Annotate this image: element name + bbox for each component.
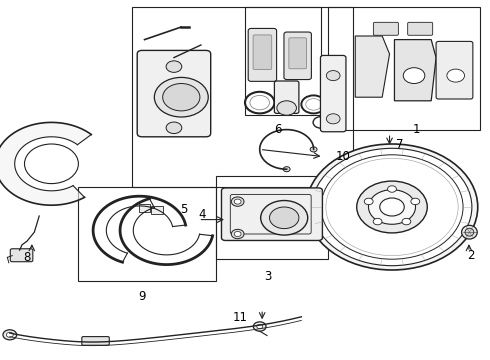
Circle shape bbox=[166, 122, 182, 134]
Text: 9: 9 bbox=[138, 290, 146, 303]
Text: 4: 4 bbox=[198, 208, 206, 221]
FancyBboxPatch shape bbox=[221, 188, 322, 240]
FancyBboxPatch shape bbox=[253, 35, 271, 69]
FancyBboxPatch shape bbox=[408, 22, 433, 35]
FancyBboxPatch shape bbox=[320, 55, 346, 132]
Bar bbox=[216, 176, 328, 259]
Circle shape bbox=[326, 114, 340, 124]
Text: 8: 8 bbox=[23, 251, 31, 264]
FancyBboxPatch shape bbox=[274, 81, 299, 113]
Circle shape bbox=[403, 68, 425, 84]
FancyBboxPatch shape bbox=[373, 22, 398, 35]
Circle shape bbox=[312, 148, 472, 266]
Circle shape bbox=[253, 322, 266, 331]
Circle shape bbox=[231, 229, 244, 239]
Circle shape bbox=[402, 218, 411, 225]
Circle shape bbox=[306, 144, 478, 270]
FancyBboxPatch shape bbox=[82, 337, 109, 345]
Circle shape bbox=[447, 69, 465, 82]
Bar bbox=[78, 187, 216, 281]
Circle shape bbox=[6, 332, 13, 337]
Circle shape bbox=[270, 207, 299, 229]
Bar bbox=[151, 206, 163, 214]
Circle shape bbox=[326, 71, 340, 81]
Circle shape bbox=[357, 181, 427, 233]
Text: 11: 11 bbox=[233, 311, 247, 324]
Bar bbox=[132, 7, 353, 187]
Circle shape bbox=[3, 330, 17, 340]
Circle shape bbox=[283, 167, 290, 172]
FancyBboxPatch shape bbox=[10, 249, 33, 262]
Circle shape bbox=[261, 201, 308, 235]
Text: 6: 6 bbox=[274, 123, 282, 136]
Ellipse shape bbox=[465, 228, 474, 236]
Circle shape bbox=[154, 77, 208, 117]
Text: 7: 7 bbox=[395, 138, 403, 151]
Polygon shape bbox=[355, 36, 390, 97]
FancyBboxPatch shape bbox=[289, 38, 307, 69]
Text: 5: 5 bbox=[180, 203, 188, 216]
PathPatch shape bbox=[0, 122, 91, 205]
Circle shape bbox=[231, 197, 244, 206]
Circle shape bbox=[234, 199, 241, 204]
Ellipse shape bbox=[462, 225, 477, 239]
Bar bbox=[245, 7, 321, 115]
Circle shape bbox=[364, 198, 373, 205]
Circle shape bbox=[277, 101, 296, 115]
Circle shape bbox=[411, 198, 420, 205]
Circle shape bbox=[163, 84, 200, 111]
Circle shape bbox=[234, 231, 241, 237]
Circle shape bbox=[166, 61, 182, 72]
FancyBboxPatch shape bbox=[137, 50, 211, 137]
Bar bbox=[139, 204, 150, 212]
Circle shape bbox=[257, 324, 263, 329]
Circle shape bbox=[310, 147, 317, 152]
FancyBboxPatch shape bbox=[248, 28, 276, 81]
Circle shape bbox=[373, 218, 382, 225]
Text: 2: 2 bbox=[466, 249, 474, 262]
Circle shape bbox=[368, 190, 416, 224]
Circle shape bbox=[380, 198, 404, 216]
Bar bbox=[328, 7, 480, 130]
Text: 1: 1 bbox=[413, 123, 420, 136]
Circle shape bbox=[388, 186, 396, 192]
FancyBboxPatch shape bbox=[436, 41, 473, 99]
Text: 3: 3 bbox=[264, 270, 271, 283]
FancyBboxPatch shape bbox=[284, 32, 312, 80]
Text: 10: 10 bbox=[336, 150, 350, 163]
Polygon shape bbox=[394, 40, 436, 101]
